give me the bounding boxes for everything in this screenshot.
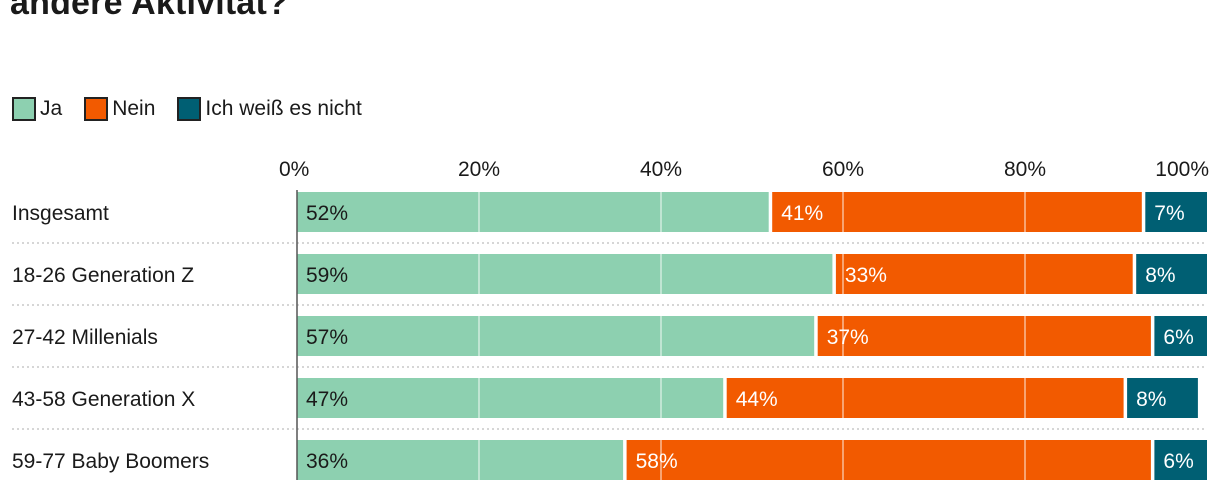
bar-segment (1127, 378, 1198, 418)
data-label: 58% (636, 450, 678, 473)
data-label: 59% (306, 264, 348, 287)
legend-swatch-nein (84, 97, 109, 121)
bar-segment (1145, 192, 1207, 232)
x-tick-label: 100% (1155, 158, 1209, 181)
bar-segment (297, 378, 724, 418)
bar-segment (726, 378, 1124, 418)
bar-segment (1154, 440, 1207, 480)
bar-segment (772, 192, 1142, 232)
data-label: 8% (1145, 264, 1175, 287)
category-label: Insgesamt (12, 202, 109, 225)
x-tick-label: 40% (640, 158, 682, 181)
legend: Ja Nein Ich weiß es nicht (12, 97, 384, 121)
data-label: 33% (845, 264, 887, 287)
bar-segment (1154, 316, 1207, 356)
bar-segment (297, 254, 833, 294)
legend-swatch-ja (12, 97, 36, 121)
data-label: 6% (1163, 450, 1193, 473)
data-label: 41% (781, 202, 823, 225)
legend-swatch-weiss-nicht (177, 97, 202, 121)
x-tick-label: 0% (279, 158, 309, 181)
legend-item-ja: Ja (12, 97, 62, 121)
chart-title: andere Aktivität? (10, 0, 288, 22)
x-tick-label: 60% (822, 158, 864, 181)
data-label: 57% (306, 326, 348, 349)
data-label: 47% (306, 388, 348, 411)
x-tick-label: 20% (458, 158, 500, 181)
category-label: 59-77 Baby Boomers (12, 450, 209, 473)
data-label: 6% (1163, 326, 1193, 349)
category-label: 27-42 Millenials (12, 326, 158, 349)
category-label: 43-58 Generation X (12, 388, 195, 411)
bar-segment (626, 440, 1151, 480)
bar-segment (835, 254, 1133, 294)
bar-segment (1136, 254, 1207, 294)
category-label: 18-26 Generation Z (12, 264, 194, 287)
data-label: 52% (306, 202, 348, 225)
bar-segment (297, 316, 815, 356)
data-label: 44% (736, 388, 778, 411)
data-label: 36% (306, 450, 348, 473)
x-tick-label: 80% (1004, 158, 1046, 181)
bar-segment (297, 440, 624, 480)
bar-segment (817, 316, 1151, 356)
data-label: 7% (1154, 202, 1184, 225)
legend-item-weiss-nicht: Ich weiß es nicht (177, 97, 362, 121)
data-label: 37% (827, 326, 869, 349)
bar-segment (297, 192, 769, 232)
legend-label-ja: Ja (40, 97, 63, 120)
legend-item-nein: Nein (84, 97, 155, 121)
data-label: 8% (1136, 388, 1166, 411)
legend-label-nein: Nein (112, 97, 156, 120)
legend-label-weiss-nicht: Ich weiß es nicht (205, 97, 362, 120)
